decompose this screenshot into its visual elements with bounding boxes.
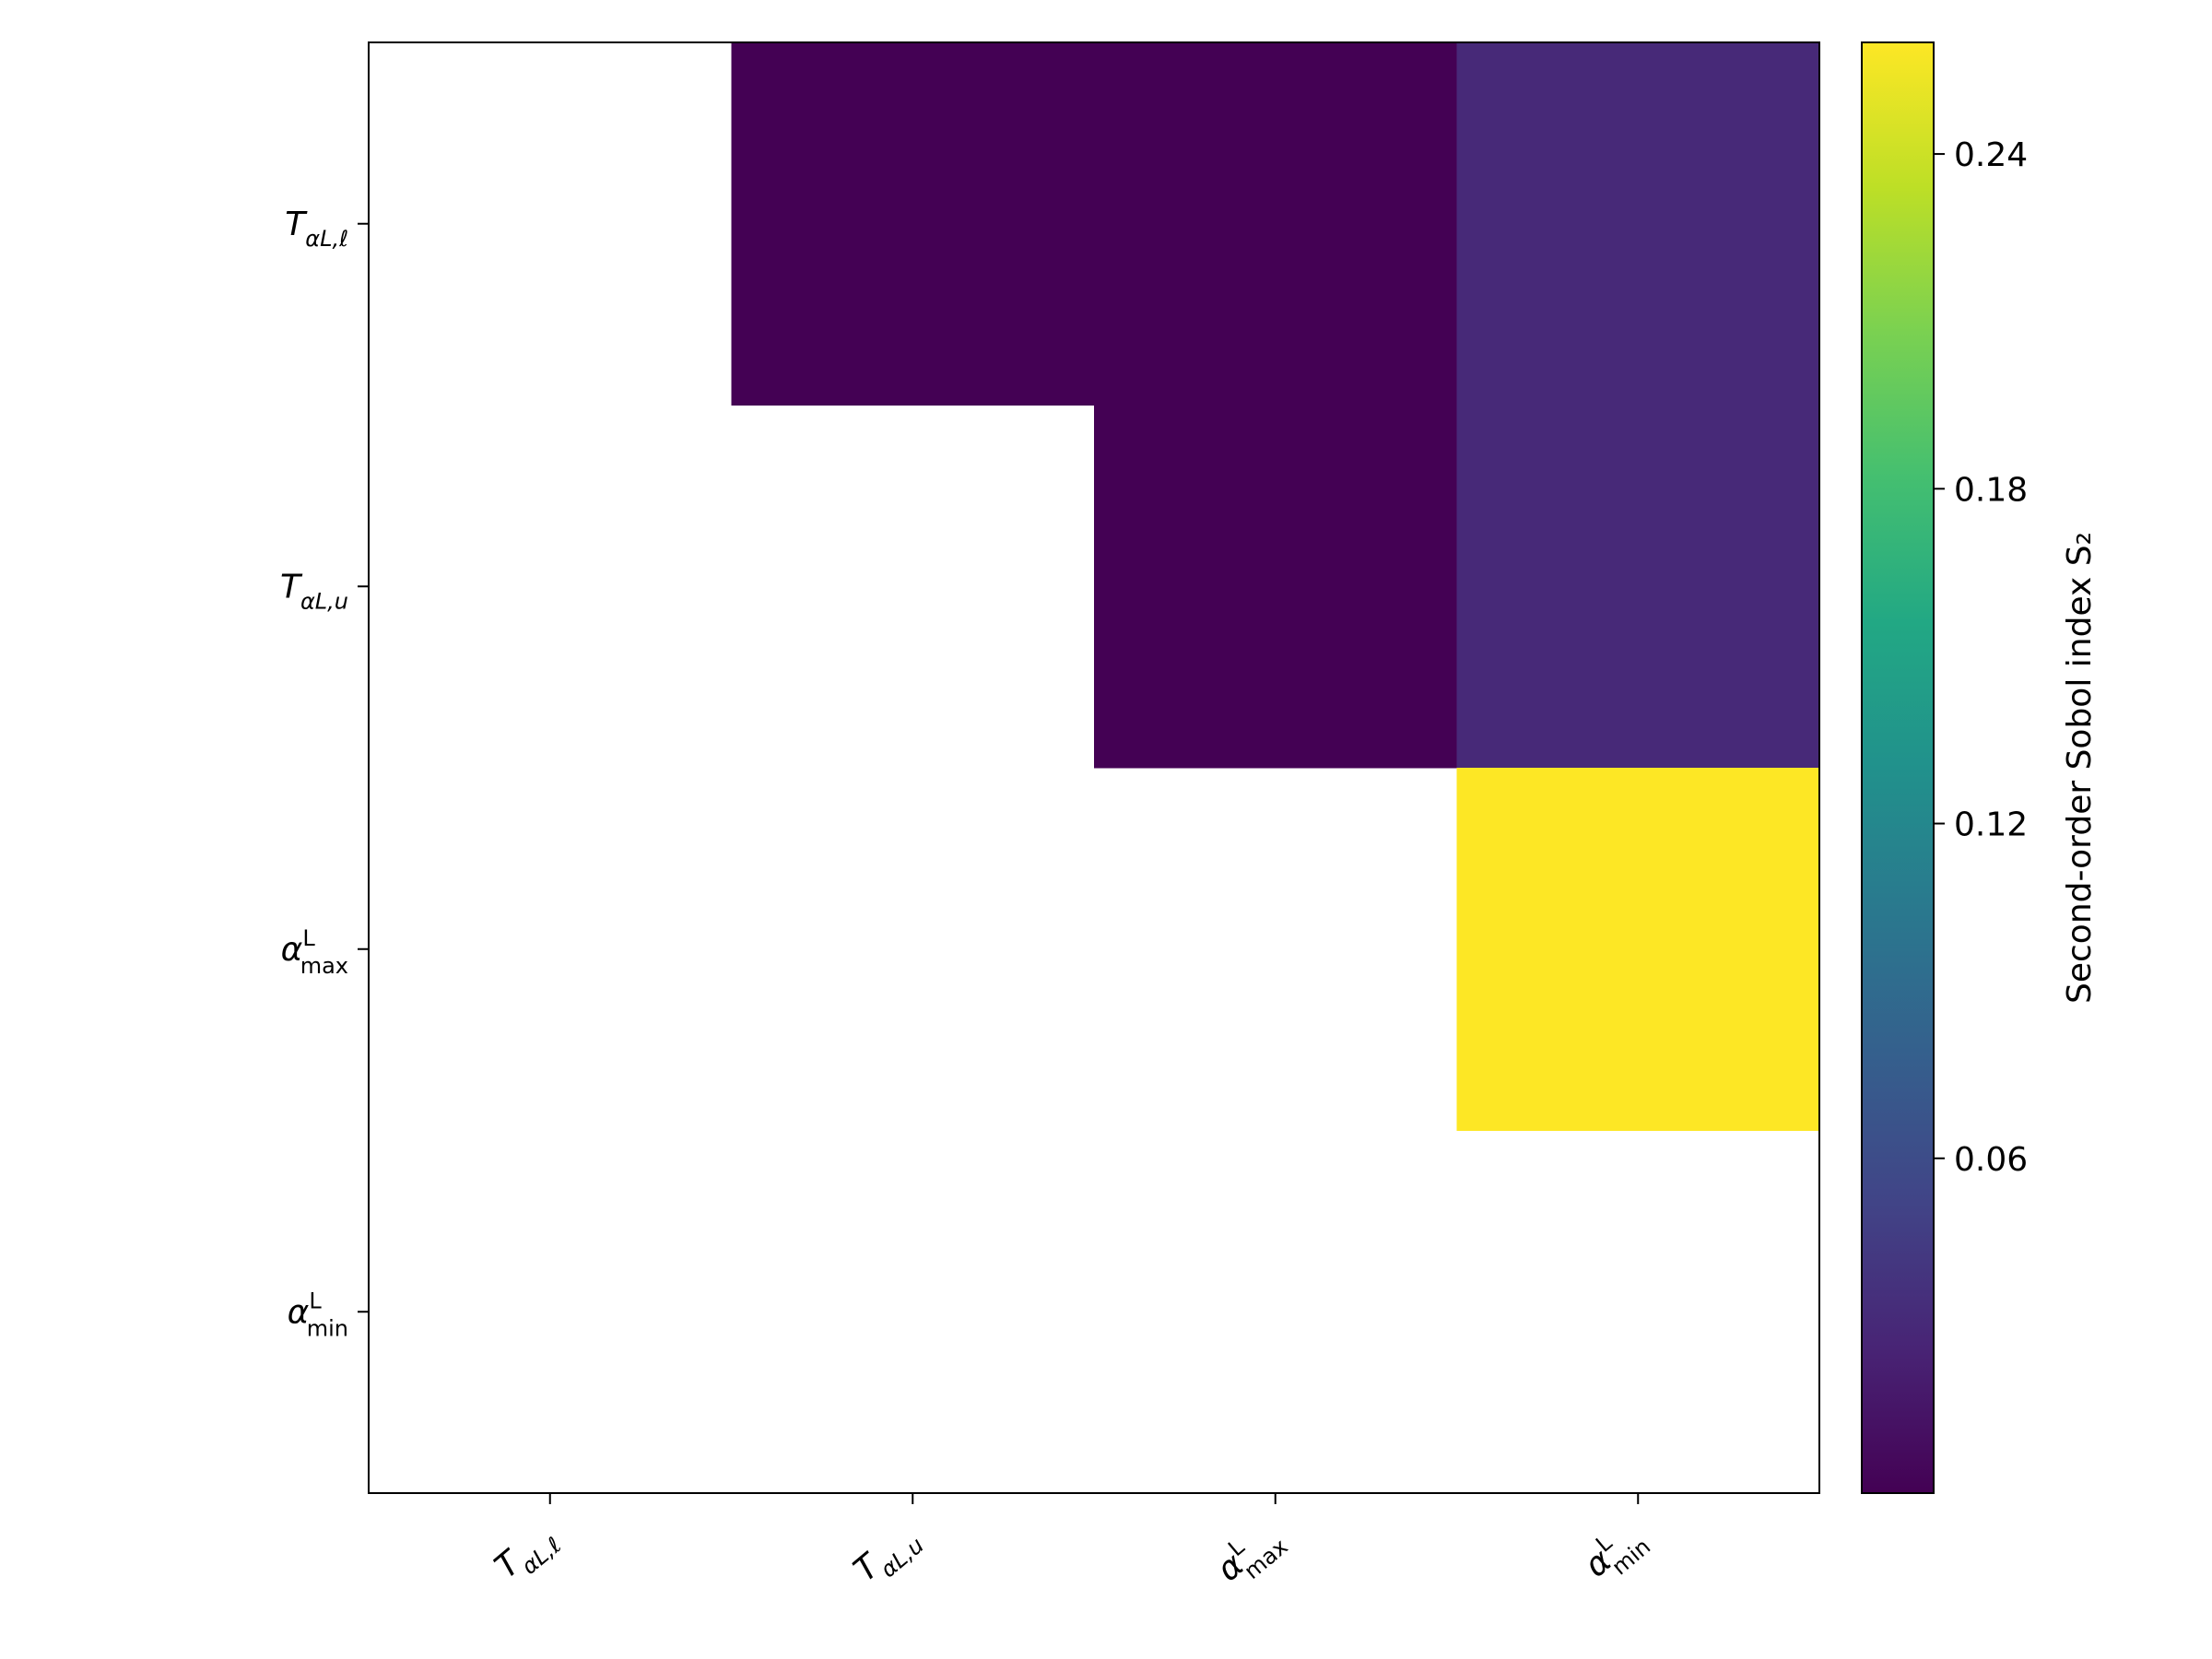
y-tick-label: αL min [288, 1288, 348, 1341]
heatmap-cell [1456, 42, 1820, 406]
y-tick-label: TαL,u [280, 568, 348, 614]
colorbar-tick-label: 0.24 [1954, 136, 2028, 174]
heatmap-cell [1456, 768, 1820, 1131]
y-tick-label: αL max [281, 925, 348, 979]
colorbar-tick-label: 0.18 [1954, 471, 2028, 509]
colorbar-gradient [1862, 42, 1934, 1493]
colorbar-frame [1861, 41, 1935, 1494]
x-tick-label: αLmax [1206, 1512, 1293, 1597]
heatmap-cells [731, 42, 1820, 1131]
heatmap-cell [1094, 42, 1457, 406]
heatmap-cell [731, 42, 1095, 406]
y-tick-label: TαL,ℓ [285, 206, 348, 252]
colorbar-tick-label: 0.06 [1954, 1141, 2028, 1179]
heatmap-cell [1094, 405, 1457, 769]
colorbar-label: Second-order Sobol index S₂ [2061, 532, 2099, 1004]
heatmap-cell [1456, 405, 1820, 769]
x-tick-label: αLmin [1574, 1512, 1655, 1593]
plot-frame [368, 41, 1820, 1494]
x-axis-ticks: TαL,ℓ TαL,u αLmax αLmin [488, 1493, 1655, 1597]
y-axis-ticks: TαL,ℓ TαL,u αL max αL min [280, 206, 369, 1341]
x-tick-label: TαL,ℓ [488, 1516, 567, 1592]
colorbar-tick-label: 0.12 [1954, 806, 2028, 844]
x-tick-label: TαL,u [847, 1516, 929, 1595]
colorbar: 0.06 0.12 0.18 0.24 Second-order Sobol index… [1861, 41, 2099, 1494]
